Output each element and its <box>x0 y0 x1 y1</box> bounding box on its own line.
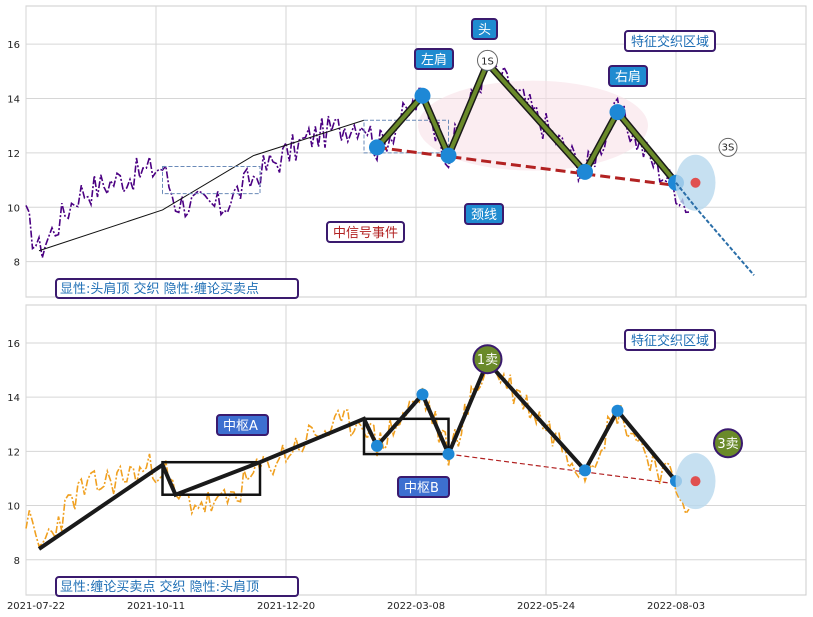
panel-top-pattern-node <box>414 87 431 104</box>
label-zhongshu-b: 中枢B <box>404 481 439 496</box>
x-tick-label: 2022-08-03 <box>647 601 705 612</box>
panel-bottom-pattern-node <box>371 439 383 452</box>
panel-bottom-pattern-node <box>579 464 591 477</box>
panel-bottom-pattern-node <box>416 388 429 401</box>
label-left-shoulder: 左肩 <box>421 52 447 68</box>
x-tick-label: 2022-03-08 <box>387 601 445 612</box>
label-head: 头 <box>478 23 491 38</box>
zhongshu-a-box <box>161 460 262 496</box>
label-neckline-box <box>464 203 504 225</box>
panel-top-caption: 显性:头肩顶 交织 隐性:缠论买卖点 <box>60 281 259 297</box>
panel-bottom-feature-dot <box>690 476 701 487</box>
panel-top-caption-box <box>55 278 299 299</box>
zhongshu-box-2 <box>363 119 449 154</box>
panel-bottom-pattern-node <box>442 448 455 461</box>
panel-bottom-ytick-label: 10 <box>7 502 20 513</box>
x-tick-label: 2022-05-24 <box>517 601 575 612</box>
x-tick-label: 2021-07-22 <box>7 601 65 612</box>
label-zhongshu-b-box <box>397 476 450 498</box>
panel-top-feature-dot <box>690 177 701 188</box>
marker-3s <box>718 137 738 157</box>
panel-top-ytick-label: 16 <box>7 40 20 51</box>
panel-top-ytick-label: 14 <box>7 94 20 105</box>
marker-sell-1-label: 1卖 <box>477 353 498 368</box>
panel-bottom-ytick-label: 8 <box>14 556 20 567</box>
label-feature-zone-box <box>624 30 716 52</box>
panel-top-pattern-node <box>440 147 457 164</box>
label-head-box <box>471 18 498 40</box>
label-zhongshu-a: 中枢A <box>223 419 258 434</box>
label-left-shoulder-box <box>414 48 454 70</box>
panel-top-price-line <box>25 55 690 259</box>
marker-1s-label: 1S <box>481 56 494 67</box>
panel-top-pattern-node <box>609 104 626 121</box>
panel-top-ytick-label: 12 <box>7 149 20 160</box>
panel-bottom-ytick-label: 12 <box>7 447 20 458</box>
panel-top-neckline <box>376 145 677 187</box>
label-feature-zone: 特征交织区域 <box>631 34 709 50</box>
marker-sell-3-label: 3卖 <box>717 437 738 452</box>
x-tick-label: 2021-12-20 <box>257 601 315 612</box>
label-signal-event-box <box>326 221 405 243</box>
panel-top-pattern-node <box>577 163 593 180</box>
marker-1s <box>477 49 498 71</box>
label-zhongshu-a-box <box>216 414 269 436</box>
label-right-shoulder: 右肩 <box>615 69 641 85</box>
panel-top-ytick-label: 10 <box>7 203 20 214</box>
label-feature-zone-bottom-box <box>624 329 716 351</box>
panel-bottom-pattern-node <box>611 404 624 417</box>
panel-bottom-neckline <box>448 453 677 485</box>
panel-bottom-caption-box <box>55 576 299 597</box>
zhongshu-b-box <box>362 417 450 456</box>
panel-bottom-caption: 显性:缠论买卖点 交织 隐性:头肩顶 <box>60 579 259 595</box>
label-right-shoulder-box <box>608 65 648 87</box>
zhongshu-box-1 <box>162 165 261 195</box>
panel-top-ytick-label: 8 <box>14 258 20 269</box>
label-signal-event: 中信号事件 <box>333 226 398 241</box>
marker-sell-1 <box>472 344 503 375</box>
label-feature-zone-bottom: 特征交织区域 <box>631 333 709 349</box>
projection-line <box>675 182 755 276</box>
x-tick-label: 2021-10-11 <box>127 601 185 612</box>
marker-3s-label: 3S <box>722 142 735 153</box>
head-zone <box>418 80 648 171</box>
label-neckline: 颈线 <box>471 208 497 223</box>
panel-top-pattern-node <box>369 139 385 156</box>
trend-line <box>38 119 365 252</box>
panel-bottom-pattern-outer <box>37 358 678 551</box>
panel-bottom-ytick-label: 14 <box>7 393 20 404</box>
marker-sell-3 <box>713 428 743 459</box>
panel-bottom-ytick-label: 16 <box>7 339 20 350</box>
